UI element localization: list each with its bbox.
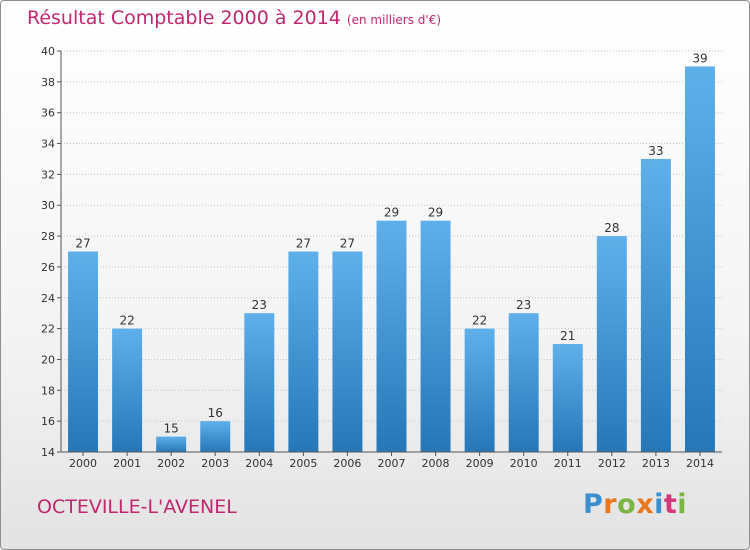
- x-tick-label-2000: 2000: [69, 457, 97, 470]
- y-tick-label: 32: [41, 168, 55, 181]
- bar-2013: [640, 158, 671, 452]
- logo-letter: r: [603, 489, 618, 520]
- chart-title: Résultat Comptable 2000 à 2014 (en millie…: [27, 7, 441, 29]
- bar-2002: [156, 436, 187, 452]
- value-label-2003: 16: [208, 406, 223, 420]
- y-tick-label: 22: [41, 323, 55, 336]
- x-tick-label-2002: 2002: [157, 457, 185, 470]
- y-tick-label: 40: [41, 45, 55, 58]
- x-tick-label-2014: 2014: [686, 457, 714, 470]
- logo-letter: o: [617, 489, 637, 520]
- y-tick-label: 36: [41, 107, 55, 120]
- bar-2014: [684, 66, 715, 452]
- value-label-2008: 29: [428, 206, 443, 220]
- y-tick-label: 14: [41, 446, 55, 459]
- x-tick-label-2013: 2013: [642, 457, 670, 470]
- bar-2004: [244, 313, 275, 452]
- x-tick-label-2003: 2003: [201, 457, 229, 470]
- value-label-2000: 27: [75, 237, 90, 251]
- y-tick-label: 30: [41, 199, 55, 212]
- y-tick-label: 24: [41, 292, 55, 305]
- x-tick-label-2011: 2011: [554, 457, 582, 470]
- bar-2003: [200, 421, 231, 452]
- logo-letter: i: [654, 489, 664, 520]
- bar-2007: [376, 220, 407, 452]
- value-label-2011: 21: [560, 329, 575, 343]
- chart-title-text: Résultat Comptable 2000 à 2014: [27, 7, 341, 29]
- bar-2008: [420, 220, 451, 452]
- bar-2011: [552, 344, 583, 452]
- x-tick-label-2007: 2007: [378, 457, 406, 470]
- y-tick-label: 26: [41, 261, 55, 274]
- x-tick-label-2001: 2001: [113, 457, 141, 470]
- value-label-2009: 22: [472, 314, 487, 328]
- bar-2010: [508, 313, 539, 452]
- value-label-2010: 23: [516, 298, 531, 312]
- bar-2005: [288, 251, 319, 452]
- x-tick-label-2005: 2005: [289, 457, 317, 470]
- bar-2000: [68, 251, 99, 452]
- y-tick-label: 28: [41, 230, 55, 243]
- value-label-2012: 28: [604, 221, 619, 235]
- logo-letter: x: [636, 489, 655, 520]
- commune-name: OCTEVILLE-L'AVENEL: [37, 496, 237, 518]
- y-tick-label: 16: [41, 415, 55, 428]
- value-label-2007: 29: [384, 206, 399, 220]
- value-label-2013: 33: [648, 144, 663, 158]
- value-label-2004: 23: [252, 298, 267, 312]
- x-tick-label-2010: 2010: [510, 457, 538, 470]
- value-label-2014: 39: [692, 51, 707, 65]
- x-tick-label-2009: 2009: [466, 457, 494, 470]
- y-tick-label: 20: [41, 353, 55, 366]
- x-tick-label-2006: 2006: [333, 457, 361, 470]
- logo-letter: P: [583, 489, 604, 520]
- bar-2006: [332, 251, 363, 452]
- proxiti-logo: Proxiti: [583, 489, 687, 520]
- chart-unit: (en milliers d'€): [346, 13, 442, 27]
- logo-letter: i: [677, 489, 688, 520]
- value-label-2005: 27: [296, 237, 311, 251]
- x-tick-label-2008: 2008: [422, 457, 450, 470]
- y-tick-label: 34: [41, 138, 55, 151]
- x-tick-label-2004: 2004: [245, 457, 273, 470]
- x-tick-label-2012: 2012: [598, 457, 626, 470]
- value-label-2006: 27: [340, 237, 355, 251]
- bar-2012: [596, 236, 627, 452]
- value-label-2002: 15: [164, 422, 179, 436]
- bar-2001: [112, 328, 143, 452]
- bar-2009: [464, 328, 495, 452]
- y-tick-label: 18: [41, 384, 55, 397]
- y-tick-label: 38: [41, 76, 55, 89]
- logo-letter: t: [663, 489, 678, 520]
- value-label-2001: 22: [119, 314, 134, 328]
